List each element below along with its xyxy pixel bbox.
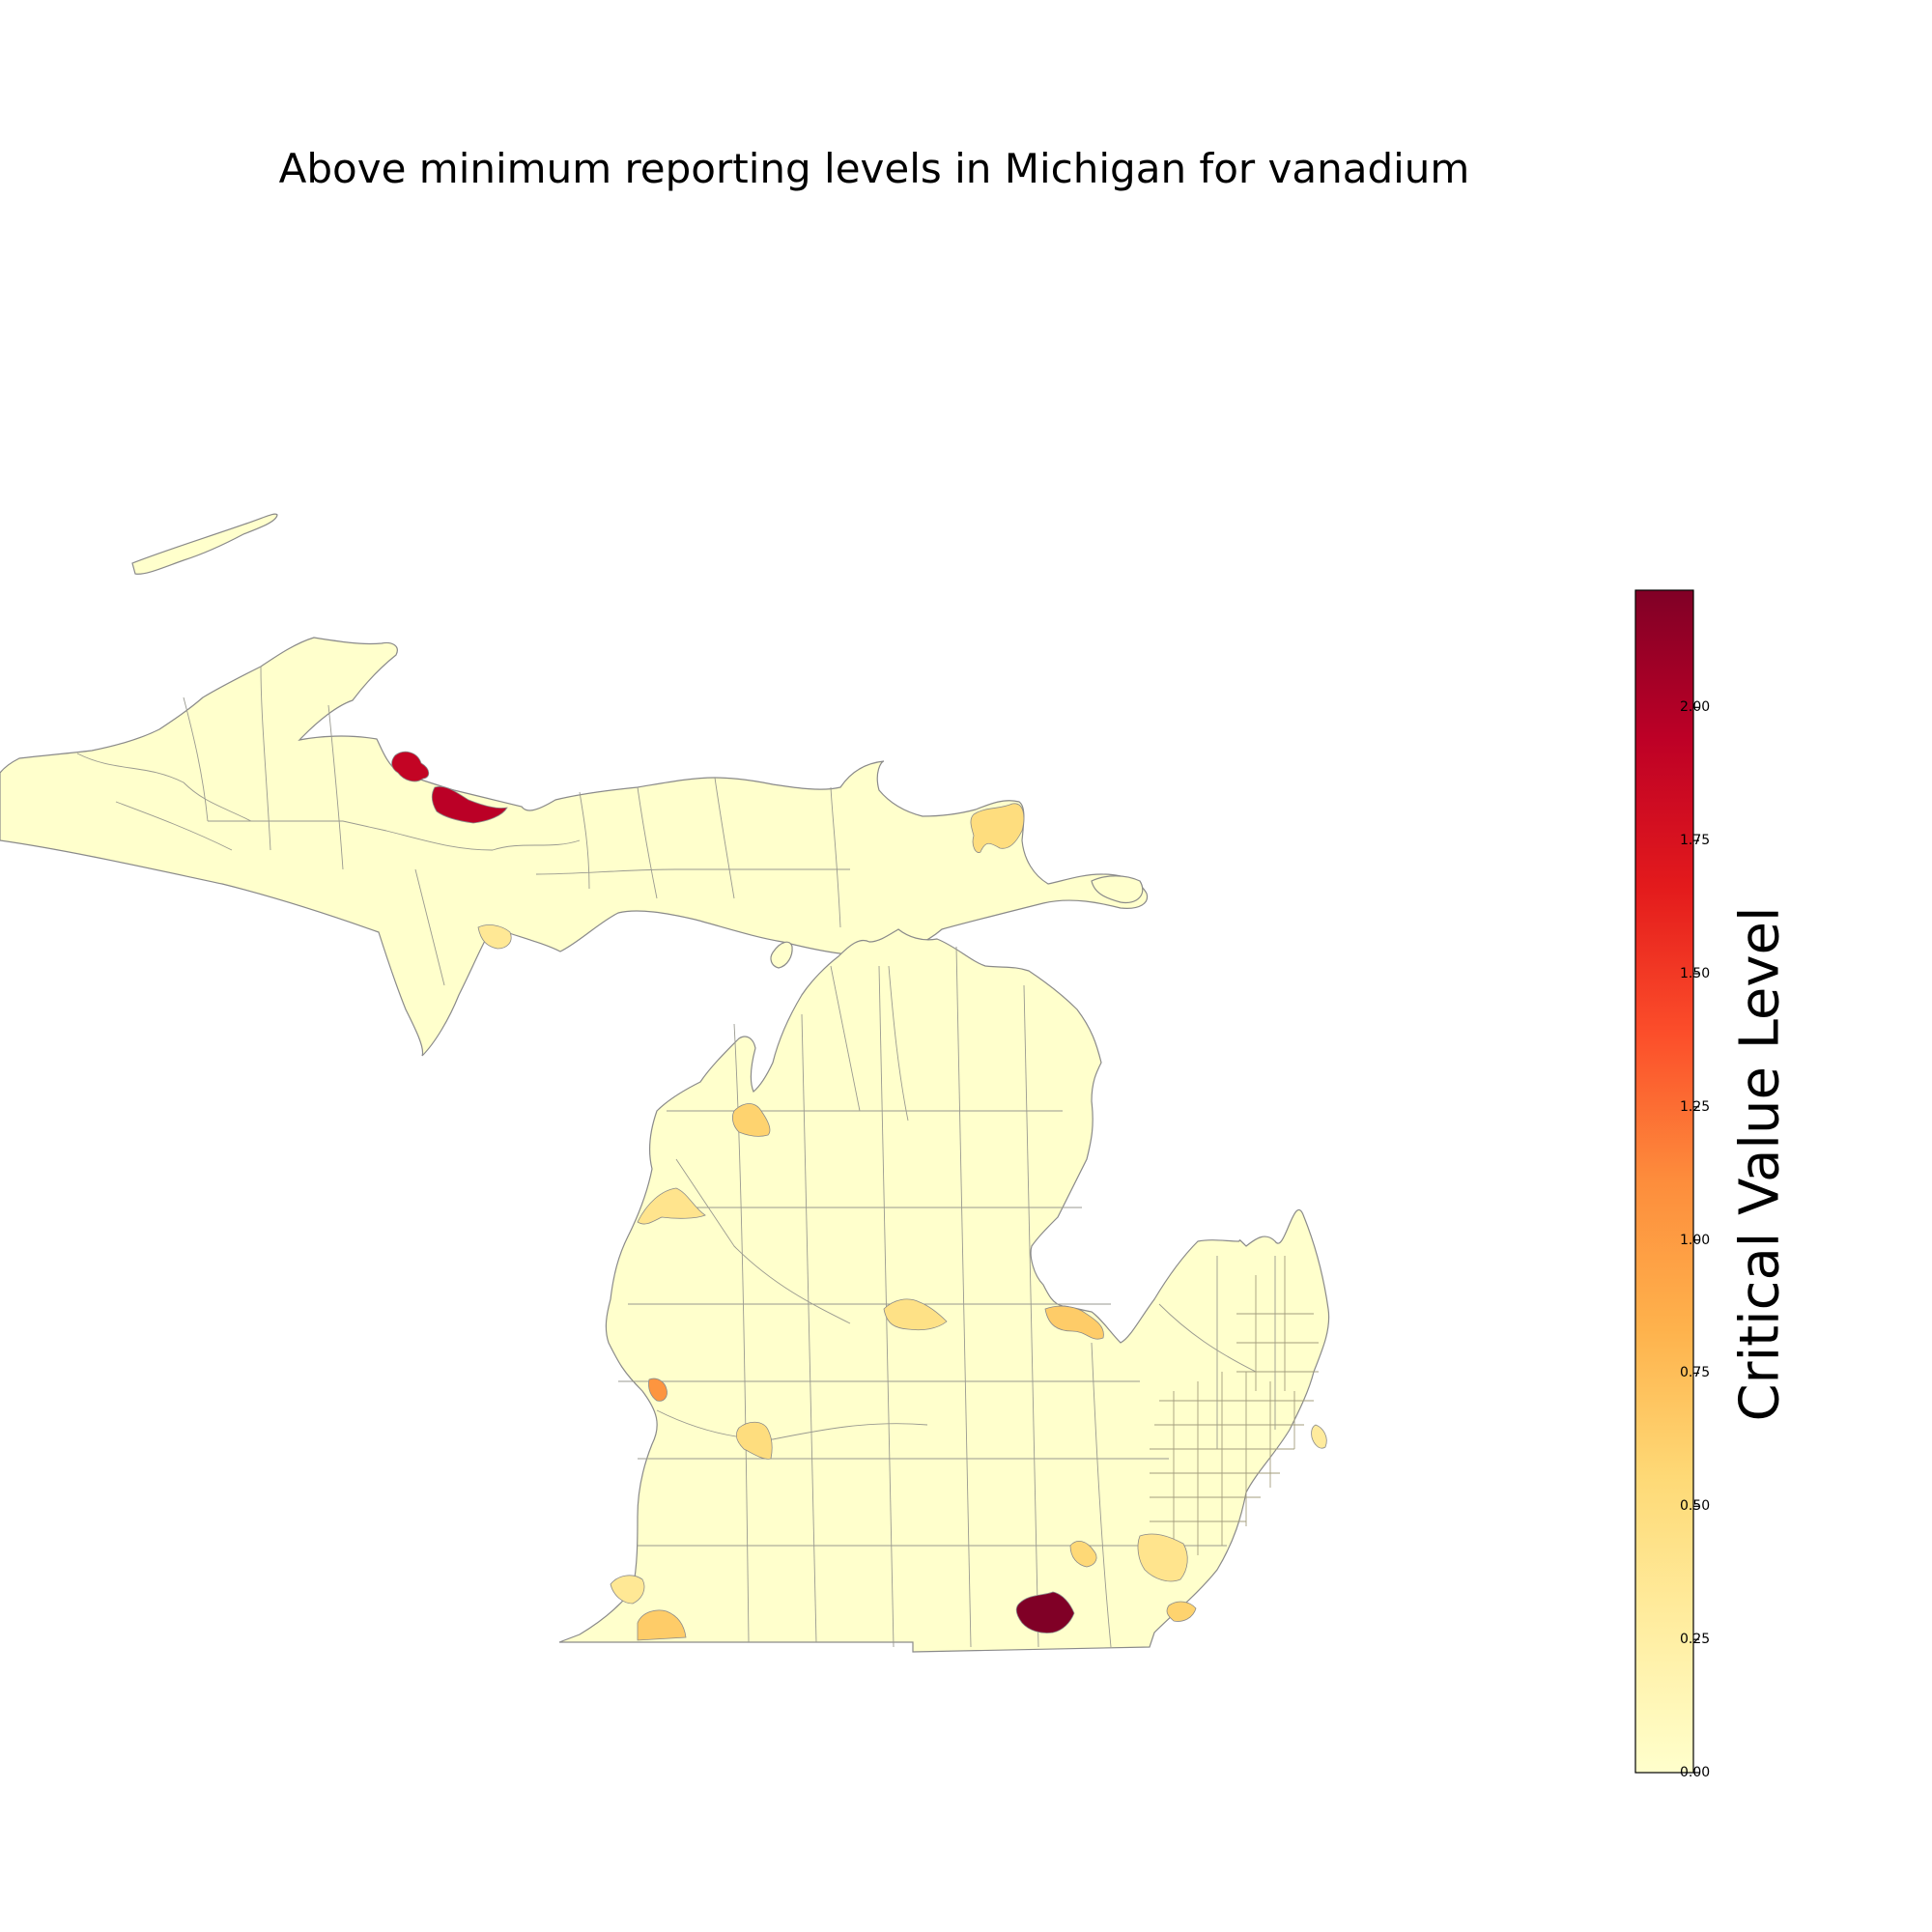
area-eastern-up [970, 803, 1025, 853]
area-southeast-corner [1166, 1601, 1197, 1622]
area-southeast [1137, 1533, 1188, 1582]
colorbar-tick-label: 0.50 [1680, 1498, 1711, 1515]
colorbar-tick-label: 1.75 [1680, 833, 1711, 849]
southeast-grid [1150, 1256, 1319, 1555]
area-up-south [477, 924, 512, 950]
colorbar [1634, 589, 1694, 1774]
area-up-north-shore-east [431, 785, 508, 824]
lower-peninsula [558, 928, 1330, 1653]
area-thumb-east-shore [1311, 1424, 1327, 1449]
area-up-north-shore-west [391, 751, 430, 782]
colorbar-tick-label: 1.50 [1680, 965, 1711, 981]
district-boundaries [76, 666, 1276, 1648]
area-south-central-east [1069, 1541, 1097, 1568]
isle-royale [131, 513, 278, 575]
area-west-lakeshore [648, 1378, 668, 1402]
chart-title: Above minimum reporting levels in Michig… [278, 145, 1470, 192]
area-south-central [1015, 1591, 1075, 1634]
drummond-island [1091, 875, 1144, 904]
colorbar-ticks [1693, 706, 1699, 1774]
beaver-island [770, 941, 793, 969]
colorbar-tick-label: 2.00 [1680, 699, 1711, 716]
colorbar-tick-label: 1.00 [1680, 1232, 1711, 1248]
area-saginaw-bay [1044, 1305, 1104, 1340]
colorbar-tick-label: 0.00 [1680, 1765, 1711, 1780]
area-southwest-lakeshore [610, 1575, 645, 1605]
area-southwest [637, 1609, 687, 1641]
colorbar-label: Critical Value Level [1728, 906, 1792, 1422]
area-northwest-lakeshore [637, 1187, 706, 1225]
area-grand-traverse [732, 1103, 771, 1137]
colorbar-tick-label: 0.75 [1680, 1365, 1711, 1381]
state-outline [0, 513, 1330, 1653]
area-west-central [735, 1421, 773, 1460]
colorbar-tick-label: 0.25 [1680, 1632, 1711, 1648]
highlighted-areas [391, 751, 1327, 1641]
colorbar-tick-label: 1.25 [1680, 1098, 1711, 1115]
area-central-lower [883, 1298, 948, 1331]
